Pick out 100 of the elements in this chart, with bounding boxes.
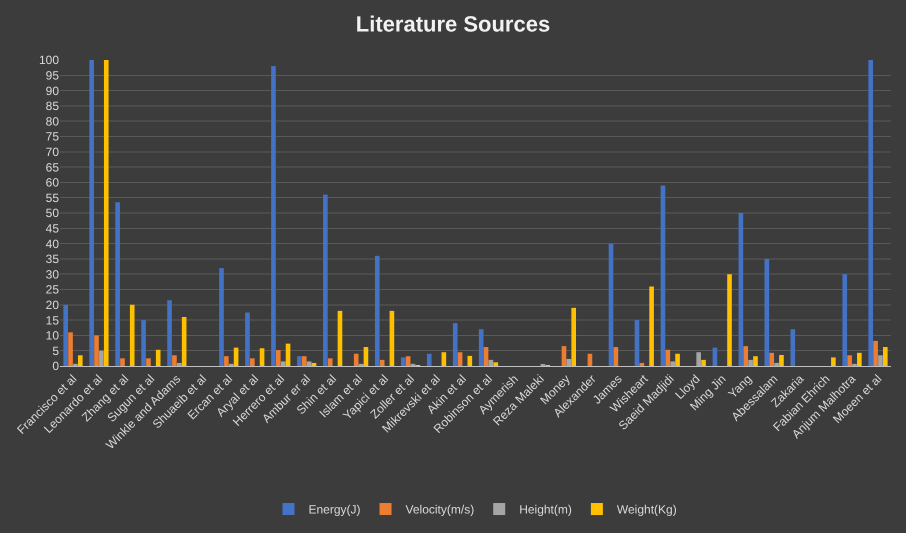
bar [614, 347, 618, 366]
bar [634, 320, 640, 366]
bar [306, 361, 312, 366]
bar [452, 323, 458, 366]
bar [219, 268, 224, 366]
bar [63, 304, 68, 366]
bar [250, 358, 255, 366]
bar [753, 356, 758, 366]
bar [172, 355, 177, 366]
bar [426, 354, 432, 366]
bar [68, 332, 73, 366]
bar [660, 185, 666, 366]
y-tick-label: 45 [46, 222, 60, 236]
bar [354, 354, 359, 366]
bar [562, 346, 566, 366]
bar [764, 258, 770, 366]
bar [182, 317, 186, 366]
y-tick-label: 50 [46, 206, 60, 220]
bar [831, 357, 836, 366]
bar [608, 244, 614, 366]
bar [280, 361, 286, 366]
bar [842, 274, 848, 366]
bar [774, 362, 779, 366]
bar [328, 358, 333, 366]
y-tick-label: 20 [46, 298, 60, 312]
legend-label: Velocity(m/s) [406, 502, 474, 517]
bar [493, 362, 498, 366]
bar [738, 213, 744, 366]
y-tick-label: 5 [52, 344, 60, 358]
bar [104, 60, 109, 366]
bar [94, 335, 99, 366]
y-tick-label: 25 [46, 282, 60, 297]
y-tick-label: 15 [46, 313, 60, 328]
bar [245, 312, 250, 366]
y-tick-label: 40 [46, 236, 60, 251]
bar [883, 347, 888, 366]
bar [769, 352, 774, 366]
bar [286, 344, 290, 366]
bar [141, 320, 146, 366]
bar [873, 340, 878, 366]
y-tick-label: 70 [46, 145, 60, 159]
bar [748, 360, 753, 366]
bar [234, 348, 238, 366]
y-tick-label: 100 [38, 53, 60, 68]
bar [380, 360, 384, 366]
bar [364, 347, 368, 366]
y-tick-label: 60 [46, 176, 60, 190]
bar [790, 329, 796, 366]
bar [696, 352, 701, 366]
y-tick-label: 55 [46, 190, 60, 205]
bar [276, 350, 281, 366]
bar [649, 286, 654, 366]
bar [130, 304, 135, 366]
y-tick-label: 35 [46, 252, 60, 266]
legend-label: Energy(J) [308, 502, 361, 517]
bar [868, 60, 874, 366]
bar [488, 360, 494, 366]
bar [458, 352, 462, 366]
bar [89, 60, 94, 366]
y-tick-label: 65 [46, 160, 60, 174]
bar [675, 354, 680, 366]
bar [156, 350, 161, 366]
bar [146, 358, 151, 366]
bar [670, 361, 676, 366]
y-tick-label: 85 [46, 99, 60, 114]
bar [727, 274, 732, 366]
bar [120, 358, 125, 366]
bar [478, 329, 484, 366]
bar [374, 256, 380, 366]
bar [400, 357, 406, 366]
bar [99, 350, 104, 366]
chart-title: Literature Sources [356, 11, 550, 36]
bar [406, 356, 410, 366]
legend-label: Weight(Kg) [616, 502, 677, 517]
bar [712, 348, 718, 366]
bar [743, 346, 748, 366]
bar [847, 355, 852, 366]
y-tick-label: 10 [46, 328, 60, 343]
bar [390, 310, 394, 366]
y-tick-label: 80 [46, 114, 60, 128]
y-tick-label: 95 [46, 68, 60, 82]
bar [640, 362, 644, 366]
bar [224, 356, 229, 366]
bar [701, 360, 706, 366]
bar [588, 354, 592, 366]
bar [878, 355, 883, 366]
bar [468, 356, 472, 366]
y-tick-label: 30 [46, 267, 60, 282]
y-tick-label: 90 [46, 84, 60, 98]
bar [571, 308, 576, 366]
bar [271, 66, 276, 366]
bar [442, 352, 446, 366]
y-tick-label: 0 [52, 359, 60, 374]
bar [566, 358, 572, 366]
bar [260, 348, 264, 366]
bar [666, 350, 670, 366]
bar [115, 202, 120, 366]
bar [857, 352, 862, 366]
bar [312, 362, 316, 366]
y-tick-label: 75 [46, 130, 60, 144]
